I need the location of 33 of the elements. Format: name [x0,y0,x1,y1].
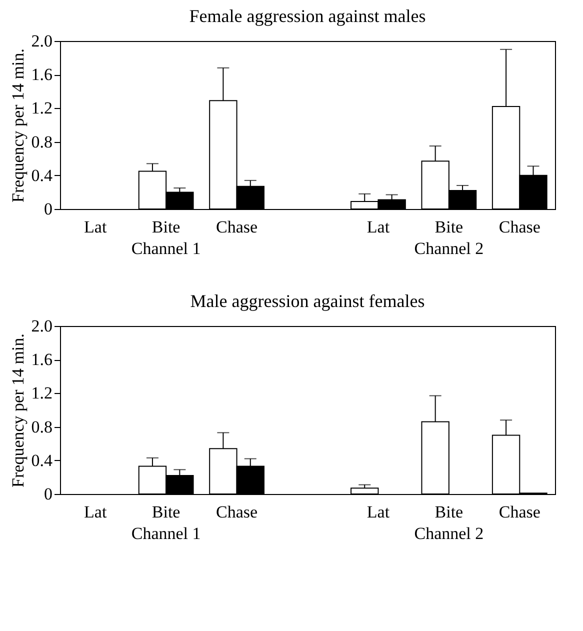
x-tick-label: Bite [434,218,464,236]
x-tick-label: Chase [216,218,258,236]
y-tick-label: 0.4 [31,166,53,185]
text: Channel 2 [414,239,484,258]
text: Channel 1 [131,524,201,543]
text: Channel 2 [414,524,484,543]
y-tick-label: 0.4 [31,450,53,470]
bar [350,488,379,494]
x-tick-label: Lat [84,218,107,236]
chart-title: Female aggression against males [189,6,426,26]
x-tick-label: Lat [84,502,107,522]
y-tick-label: 0 [44,200,52,218]
y-tick-label: 1.2 [31,98,52,118]
x-tick-label: Lat [366,502,390,522]
y-tick-label: 0.8 [31,132,52,152]
x-tick-label: Bite [152,502,180,522]
y-tick-label: 2.0 [31,32,52,50]
x-tick-label: Bite [152,218,180,236]
x-tick-label: Chase [216,502,258,522]
x-tick-label: Chase [498,218,540,236]
y-tick-label: 1.6 [31,350,52,370]
y-tick-label: 1.2 [31,384,52,403]
x-tick-label: Bite [434,502,464,522]
y-tick-label: 2.0 [31,316,52,336]
y-tick-label: 0 [44,484,52,504]
text: Channel 1 [131,239,201,258]
chart-title: Male aggression against females [190,291,425,311]
x-tick-label: Lat [366,218,390,236]
x-tick-label: Chase [498,502,540,522]
y-tick-label: 0.8 [31,417,52,436]
y-tick-label: 1.6 [31,65,52,84]
y-axis-title: Frequency per 14 min. [8,334,28,488]
y-axis-title: Frequency per 14 min. [8,48,28,202]
